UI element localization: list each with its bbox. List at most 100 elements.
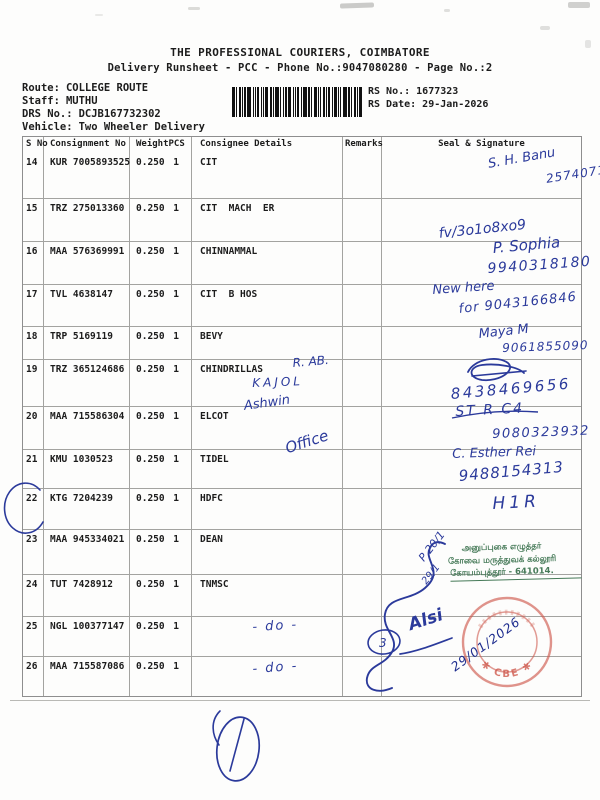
circled-1-mark: [212, 710, 261, 782]
drs-value: DCJB167732302: [78, 108, 161, 120]
cell-consignee: [192, 617, 343, 656]
header-remarks: Remarks: [343, 137, 383, 153]
cell-seal-signature: [382, 575, 581, 616]
cell-remarks: [343, 617, 382, 656]
table-row: 24 TUT 7428912 0.250 1 TNMSC: [23, 574, 581, 616]
cell-consignee: DEAN: [192, 530, 343, 574]
cell-weight: 0.250: [136, 454, 165, 465]
scan-smudge: [444, 9, 450, 12]
cell-weight-pcs: 0.250 1: [130, 327, 192, 359]
table-row: 16 MAA 576369991 0.250 1 CHINNAMMAL: [23, 241, 581, 284]
vehicle-label: Vehicle:: [22, 121, 73, 133]
cell-weight-pcs: 0.250 1: [130, 530, 192, 574]
cell-weight: 0.250: [136, 289, 165, 300]
cell-pcs: 1: [173, 534, 179, 545]
rs-number: RS No.: 1677323: [368, 86, 459, 97]
table-body: 14 KUR 7005893525 0.250 1 CIT 15 TRZ 2750…: [23, 153, 581, 696]
cell-weight-pcs: 0.250 1: [130, 575, 192, 616]
route-value: COLLEGE ROUTE: [65, 82, 149, 94]
document-title: THE PROFESSIONAL COURIERS, COIMBATORE: [170, 46, 430, 59]
vehicle-value: Two Wheeler Delivery: [78, 121, 206, 133]
vehicle-line: Vehicle: Two Wheeler Delivery: [22, 121, 205, 133]
cell-remarks: [343, 199, 382, 241]
cell-consignee: CIT B HOS: [192, 285, 343, 326]
cell-weight: 0.250: [136, 411, 165, 422]
cell-consignee: TNMSC: [192, 575, 343, 616]
cell-seal-signature: [382, 199, 581, 241]
table-row: 20 MAA 715586304 0.250 1 ELCOT: [23, 406, 581, 449]
cell-consignment-no: MAA 715587086: [44, 657, 130, 696]
cell-consignee: CIT: [192, 153, 343, 198]
drs-line: DRS No.: DCJB167732302: [22, 108, 161, 120]
cell-consignment-no: NGL 100377147: [44, 617, 130, 656]
scan-smudge: [585, 40, 591, 48]
cell-sno: 25: [23, 617, 44, 656]
cell-consignment-no: MAA 945334021: [44, 530, 130, 574]
cell-weight: 0.250: [136, 534, 165, 545]
header-consignment: Consignment No: [44, 137, 130, 153]
cell-sno: 14: [23, 153, 44, 198]
cell-weight: 0.250: [136, 493, 165, 504]
header-seal: Seal & Signature: [438, 139, 525, 149]
cell-consignee: CIT MACH ER: [192, 199, 343, 241]
cell-consignee: [192, 657, 343, 696]
table-row: 25 NGL 100377147 0.250 1: [23, 616, 581, 656]
cell-remarks: [343, 327, 382, 359]
cell-weight: 0.250: [136, 246, 165, 257]
staff-label: Staff:: [22, 95, 60, 107]
cell-consignment-no: MAA 576369991: [44, 242, 130, 284]
cell-remarks: [343, 153, 382, 198]
cell-weight-pcs: 0.250 1: [130, 489, 192, 529]
cell-sno: 16: [23, 242, 44, 284]
cell-consignment-no: TUT 7428912: [44, 575, 130, 616]
cell-pcs: 1: [173, 621, 179, 632]
cell-pcs: 1: [173, 579, 179, 590]
cell-remarks: [343, 360, 382, 406]
cell-seal-signature: [382, 657, 581, 696]
header-pcs: PCS: [168, 139, 185, 149]
cell-pcs: 1: [173, 246, 179, 257]
cell-pcs: 1: [173, 157, 179, 168]
cell-sno: 19: [23, 360, 44, 406]
cell-pcs: 1: [173, 331, 179, 342]
cell-remarks: [343, 407, 382, 449]
cell-remarks: [343, 450, 382, 488]
cell-sno: 20: [23, 407, 44, 449]
cell-seal-signature: [382, 242, 581, 284]
cell-weight: 0.250: [136, 203, 165, 214]
cell-remarks: [343, 489, 382, 529]
cell-sno: 15: [23, 199, 44, 241]
cell-sno: 24: [23, 575, 44, 616]
route-line: Route: COLLEGE ROUTE: [22, 82, 148, 94]
table-row: 22 KTG 7204239 0.250 1 HDFC: [23, 488, 581, 529]
cell-weight-pcs: 0.250 1: [130, 407, 192, 449]
cell-seal-signature: [382, 360, 581, 406]
header-weight: Weight: [136, 139, 169, 149]
scan-smudge: [568, 2, 590, 8]
runsheet-table: S No Consignment No Weight PCS Consignee …: [22, 136, 582, 697]
barcode: [232, 87, 362, 117]
cell-pcs: 1: [173, 661, 179, 672]
cell-remarks: [343, 530, 382, 574]
document-subtitle: Delivery Runsheet - PCC - Phone No.:9047…: [107, 62, 493, 74]
cell-weight: 0.250: [136, 364, 165, 375]
table-row: 19 TRZ 365124686 0.250 1 CHINDRILLAS: [23, 359, 581, 406]
cell-consignee: CHINNAMMAL: [192, 242, 343, 284]
table-row: 18 TRP 5169119 0.250 1 BEVY: [23, 326, 581, 359]
cell-seal-signature: [382, 489, 581, 529]
cell-weight-pcs: 0.250 1: [130, 242, 192, 284]
cell-sno: 18: [23, 327, 44, 359]
cell-pcs: 1: [173, 203, 179, 214]
green-office-stamp: அனுப்புகை எழுத்தர் கோவை மருத்துவக் கல்லூ…: [448, 539, 589, 582]
cell-pcs: 1: [173, 454, 179, 465]
cell-weight: 0.250: [136, 579, 165, 590]
cell-sno: 21: [23, 450, 44, 488]
cell-seal-signature: [382, 617, 581, 656]
cell-consignee: HDFC: [192, 489, 343, 529]
cell-seal-signature: [382, 153, 581, 198]
cell-sno: 23: [23, 530, 44, 574]
cell-consignee: TIDEL: [192, 450, 343, 488]
cell-remarks: [343, 657, 382, 696]
header-consignee: Consignee Details: [192, 137, 343, 153]
